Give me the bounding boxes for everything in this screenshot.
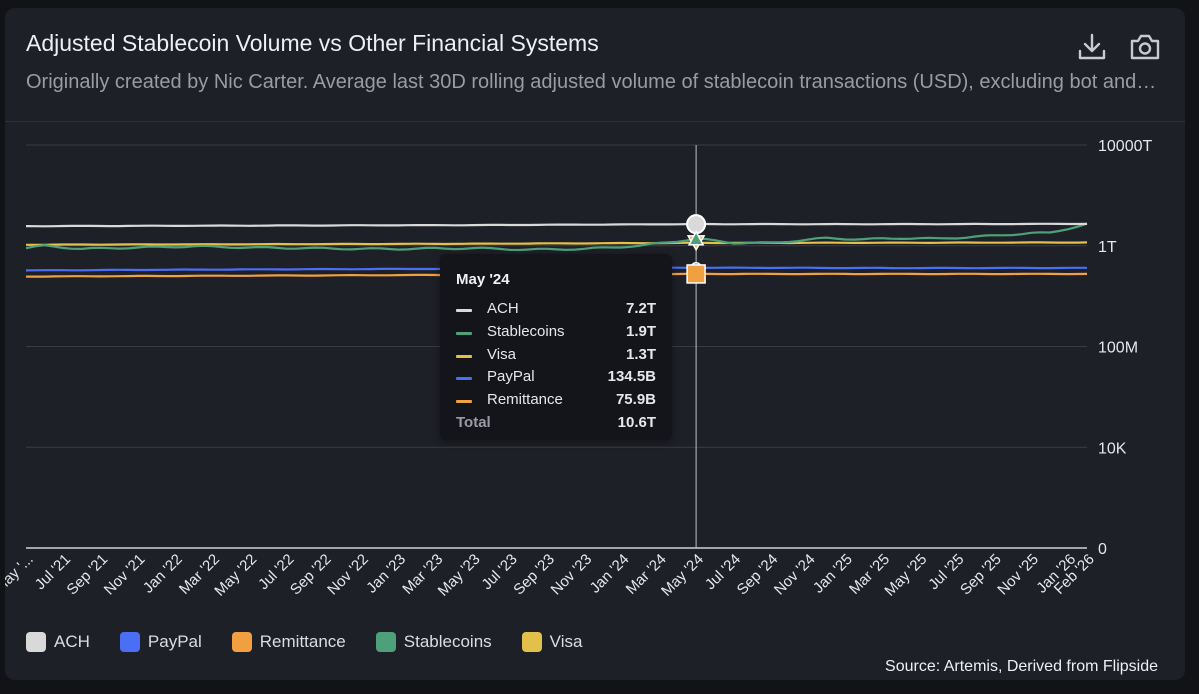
x-tick-label: May '23 — [435, 551, 484, 600]
x-tick-label: May '22 — [211, 551, 260, 600]
header-divider — [5, 121, 1185, 122]
stablecoins-swatch-icon — [375, 632, 396, 652]
hover-marker-stablecoins — [687, 230, 705, 246]
tooltip-title: May '24 — [456, 271, 510, 288]
series-line-ach[interactable] — [25, 222, 1088, 228]
x-tick-label: May '... — [5, 551, 37, 597]
paypal-swatch-icon — [119, 632, 140, 652]
paypal-dash-icon — [456, 377, 472, 380]
tooltip-row-ach: ACH 7.2T — [456, 300, 656, 320]
x-tick-label: Nov '22 — [324, 551, 372, 599]
chart-legend: ACH PayPal Remittance Stablecoins Visa — [26, 632, 582, 652]
download-icon — [1078, 33, 1106, 60]
x-tick-label: Sep '22 — [287, 551, 335, 599]
x-tick-label: Sep '21 — [64, 551, 112, 599]
legend-item-stablecoins[interactable]: Stablecoins — [375, 632, 492, 652]
tooltip-row-visa: Visa 1.3T — [456, 346, 656, 366]
camera-icon — [1130, 34, 1160, 60]
series-line-stablecoins[interactable] — [25, 222, 1088, 252]
y-tick-label: 10000T — [1098, 138, 1152, 155]
x-tick-label: Nov '24 — [771, 551, 819, 599]
x-tick-label: Sep '24 — [734, 551, 782, 599]
y-tick-label: 10K — [1098, 440, 1127, 457]
visa-swatch-icon — [521, 632, 542, 652]
y-tick-label: 100M — [1098, 340, 1138, 357]
stablecoins-dash-icon — [456, 332, 472, 335]
series-line-visa[interactable] — [26, 241, 1088, 246]
tooltip-row-remittance: Remittance 75.9B — [456, 391, 656, 411]
tooltip-total-row: Total 10.6T — [456, 414, 656, 431]
remittance-dash-icon — [456, 400, 472, 403]
screenshot-button[interactable] — [1128, 30, 1162, 64]
x-tick-label: Nov '25 — [994, 551, 1042, 599]
source-note: Source: Artemis, Derived from Flipside — [885, 658, 1158, 675]
hover-marker-remittance — [686, 264, 706, 284]
chart-title: Adjusted Stablecoin Volume vs Other Fina… — [26, 30, 599, 56]
visa-dash-icon — [456, 355, 472, 358]
chart-card: Adjusted Stablecoin Volume vs Other Fina… — [5, 8, 1185, 680]
ach-dash-icon — [456, 309, 472, 312]
remittance-swatch-icon — [231, 632, 252, 652]
tooltip-row-stablecoins: Stablecoins 1.9T — [456, 323, 656, 343]
tooltip-row-paypal: PayPal 134.5B — [456, 368, 656, 388]
download-button[interactable] — [1075, 30, 1109, 64]
x-tick-label: May '24 — [658, 551, 707, 600]
legend-item-visa[interactable]: Visa — [521, 632, 582, 652]
y-tick-label: 1T — [1098, 239, 1117, 256]
hover-tooltip: May '24 ACH 7.2T Stablecoins 1.9T Visa 1… — [440, 254, 672, 440]
legend-item-remittance[interactable]: Remittance — [231, 632, 346, 652]
x-tick-label: May '25 — [881, 551, 930, 600]
ach-swatch-icon — [26, 632, 46, 652]
legend-item-paypal[interactable]: PayPal — [119, 632, 202, 652]
x-tick-label: Nov '23 — [548, 551, 596, 599]
x-tick-label: Sep '25 — [957, 551, 1005, 599]
legend-item-ach[interactable]: ACH — [26, 632, 90, 652]
x-tick-label: Nov '21 — [101, 551, 149, 599]
y-tick-label: 0 — [1098, 541, 1107, 558]
x-tick-label: Sep '23 — [510, 551, 558, 599]
